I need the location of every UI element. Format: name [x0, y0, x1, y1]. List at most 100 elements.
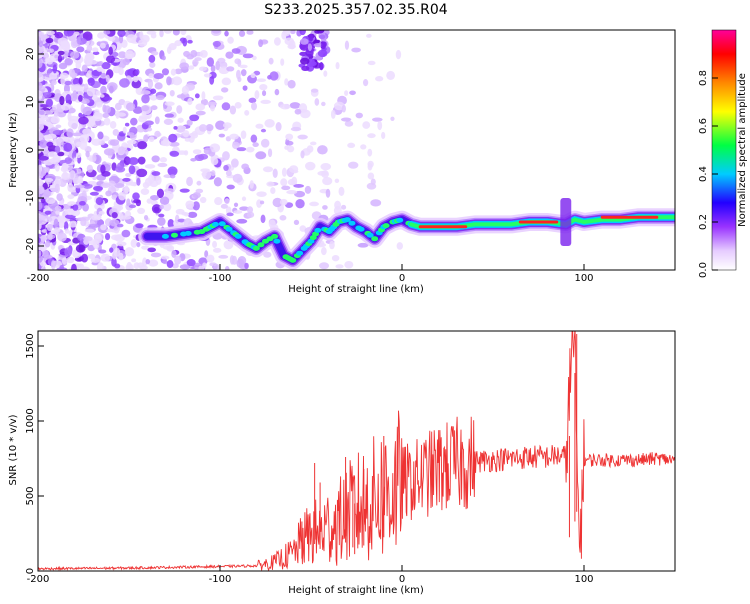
noise-blob: [100, 85, 107, 95]
noise-blob: [239, 64, 248, 69]
noise-blob: [39, 110, 45, 116]
noise-blob: [301, 65, 310, 72]
noise-blob: [238, 30, 246, 37]
noise-blob: [204, 250, 209, 258]
noise-blob: [151, 171, 161, 176]
noise-blob: [347, 142, 356, 149]
ridge-spot: [218, 221, 226, 227]
noise-blob: [100, 253, 111, 262]
noise-blob: [71, 263, 77, 270]
noise-blob: [220, 203, 228, 209]
noise-blob: [46, 133, 57, 139]
noise-blob: [100, 72, 107, 78]
noise-blob: [198, 66, 207, 72]
noise-blob: [174, 40, 182, 47]
noise-blob: [78, 112, 83, 118]
noise-blob: [148, 73, 154, 79]
noise-blob: [281, 167, 287, 177]
noise-blob: [73, 157, 78, 162]
noise-blob: [50, 108, 58, 113]
noise-blob: [168, 141, 180, 147]
snr-y-ticks: 0 500 1000 1500: [25, 333, 44, 574]
ridge-spot: [348, 220, 356, 226]
noise-blob: [192, 191, 201, 199]
noise-blob: [168, 133, 178, 143]
noise-blob: [195, 188, 204, 194]
noise-blob: [156, 188, 165, 199]
snr-y-tick-label: 500: [25, 486, 36, 505]
noise-blob: [252, 55, 257, 61]
noise-blob: [179, 62, 190, 70]
noise-blob: [225, 51, 234, 59]
noise-blob: [97, 32, 106, 39]
noise-blob: [144, 120, 154, 126]
noise-blob: [319, 262, 330, 270]
noise-blob: [199, 196, 207, 204]
noise-blob: [85, 150, 90, 158]
noise-blob: [176, 105, 183, 114]
noise-blob: [150, 88, 157, 94]
noise-blob: [78, 94, 83, 102]
noise-blob: [348, 161, 359, 169]
noise-blob: [97, 131, 104, 140]
noise-blob: [227, 36, 234, 44]
spectrogram-x-ticks: -200 -100 0 100: [27, 264, 594, 284]
noise-blob: [38, 167, 42, 177]
noise-blob: [279, 198, 288, 206]
noise-blob: [43, 91, 52, 98]
noise-blob: [85, 73, 91, 78]
noise-blob: [186, 119, 193, 126]
noise-blob: [41, 249, 49, 258]
noise-blob: [122, 126, 127, 134]
noise-blob: [249, 180, 254, 189]
noise-blob: [223, 164, 229, 172]
noise-blob: [38, 117, 45, 125]
noise-blob: [76, 36, 81, 45]
colorbar-label: Normalized spectral amplitude: [737, 73, 748, 227]
noise-blob: [79, 201, 86, 206]
noise-blob: [117, 30, 126, 37]
noise-blob: [38, 201, 43, 211]
snr-x-tick-label: 0: [399, 574, 405, 585]
noise-blob: [115, 110, 120, 119]
noise-blob: [149, 94, 158, 101]
noise-blob: [182, 130, 190, 138]
noise-blob: [390, 116, 395, 121]
noise-blob: [396, 242, 403, 250]
noise-blob: [272, 197, 283, 208]
noise-blob: [234, 102, 242, 109]
noise-blob: [159, 157, 168, 163]
noise-blob: [57, 232, 67, 242]
noise-blob: [77, 175, 83, 184]
noise-blob: [259, 83, 268, 91]
noise-blob: [299, 51, 308, 56]
ridge-spot: [171, 232, 178, 238]
noise-blob: [54, 54, 59, 59]
noise-blob: [133, 75, 139, 83]
colorbar-tick-label: 0.8: [698, 70, 709, 86]
noise-blob: [209, 75, 215, 85]
noise-blob: [57, 37, 68, 45]
noise-blob: [42, 52, 50, 59]
noise-blob: [101, 62, 111, 70]
noise-blob: [357, 242, 369, 248]
noise-blob: [38, 155, 49, 161]
noise-blob: [234, 58, 241, 65]
noise-blob: [167, 166, 178, 176]
noise-blob: [239, 206, 250, 211]
noise-blob: [213, 177, 222, 187]
noise-blob: [232, 173, 243, 183]
noise-blob: [82, 106, 93, 116]
noise-blob: [284, 37, 295, 46]
noise-blob: [139, 265, 148, 270]
noise-blob: [106, 228, 116, 233]
noise-blob: [196, 180, 202, 186]
ridge-spot: [234, 233, 242, 239]
noise-blob: [75, 141, 82, 147]
noise-blob: [124, 185, 129, 195]
noise-blob: [367, 148, 373, 157]
noise-blob: [157, 217, 166, 226]
noise-blob: [114, 183, 125, 189]
noise-blob: [297, 134, 308, 140]
noise-blob: [159, 30, 164, 38]
